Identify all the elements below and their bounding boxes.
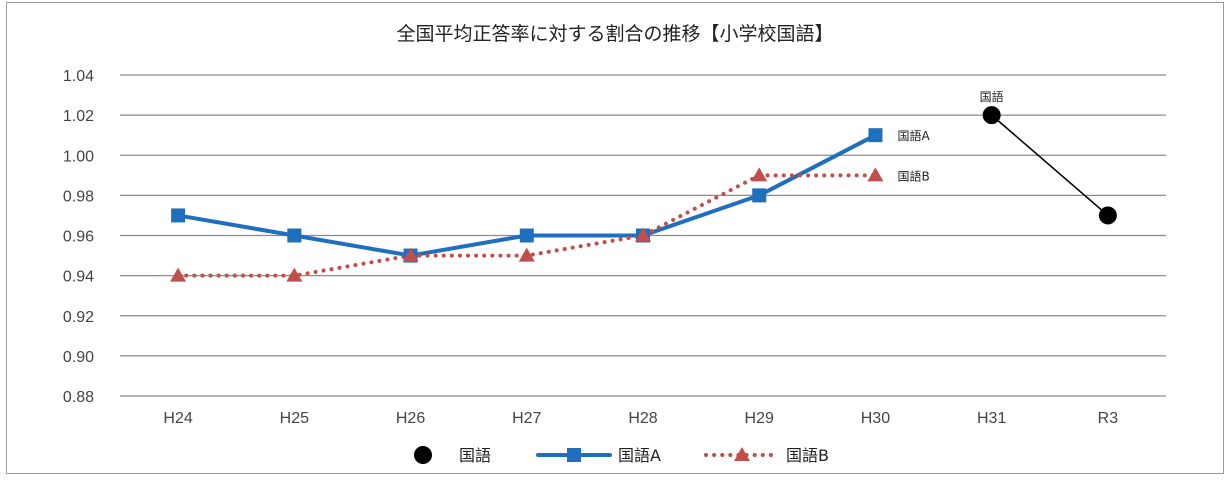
- legend-marker: [734, 447, 750, 461]
- y-tick-label: 0.90: [63, 349, 94, 366]
- y-tick-label: 0.98: [63, 188, 94, 205]
- data-point: [170, 267, 187, 282]
- legend-label: 国語: [459, 446, 491, 465]
- series-markers: [170, 106, 1117, 282]
- legend-label: 国語B: [786, 446, 829, 465]
- x-tick-label: H26: [396, 410, 425, 427]
- y-axis-ticks: 1.04 1.02 1.00 0.98 0.96 0.94 0.92 0.90 0.88: [63, 68, 94, 406]
- y-tick-label: 0.92: [63, 309, 94, 326]
- series-end-label: 国語: [980, 89, 1004, 104]
- x-tick-label: H31: [977, 410, 1006, 427]
- series-line: [990, 114, 1109, 217]
- chart-title: 全国平均正答率に対する割合の推移【小学校国語】: [396, 23, 833, 45]
- x-tick-label: H28: [628, 410, 657, 427]
- x-tick-label: R3: [1098, 410, 1119, 427]
- data-point: [868, 128, 883, 143]
- x-tick-label: H24: [163, 410, 192, 427]
- x-tick-label: H30: [861, 410, 890, 427]
- y-tick-label: 0.94: [63, 269, 94, 286]
- data-point: [635, 227, 651, 242]
- y-tick-label: 0.88: [63, 389, 94, 406]
- data-point: [1098, 206, 1117, 225]
- legend-label: 国語A: [618, 446, 661, 465]
- x-tick-label: H25: [280, 410, 309, 427]
- series-end-label: 国語A: [897, 128, 930, 143]
- y-tick-label: 0.96: [63, 229, 94, 246]
- y-tick-label: 1.02: [63, 108, 94, 125]
- y-tick-label: 1.04: [63, 68, 94, 85]
- data-point: [287, 228, 302, 243]
- x-tick-label: H29: [745, 410, 774, 427]
- data-point: [982, 106, 1001, 125]
- legend: 国語 国語A 国語B: [414, 446, 829, 465]
- x-tick-label: H27: [512, 410, 541, 427]
- data-point: [751, 167, 768, 182]
- data-point: [402, 247, 419, 262]
- series-end-label: 国語B: [897, 168, 929, 183]
- grid: [120, 74, 1166, 397]
- data-point: [867, 167, 884, 182]
- x-axis-ticks: H24 H25 H26 H27 H28 H29 H30 H31 R3: [163, 410, 1118, 427]
- data-point: [752, 188, 767, 203]
- data-point: [518, 247, 535, 262]
- data-point: [286, 267, 303, 282]
- y-tick-label: 1.00: [63, 148, 94, 165]
- data-point: [171, 208, 186, 223]
- legend-marker: [567, 448, 581, 462]
- legend-marker: [414, 446, 432, 464]
- data-point: [519, 228, 534, 243]
- chart-frame: [6, 2, 1224, 474]
